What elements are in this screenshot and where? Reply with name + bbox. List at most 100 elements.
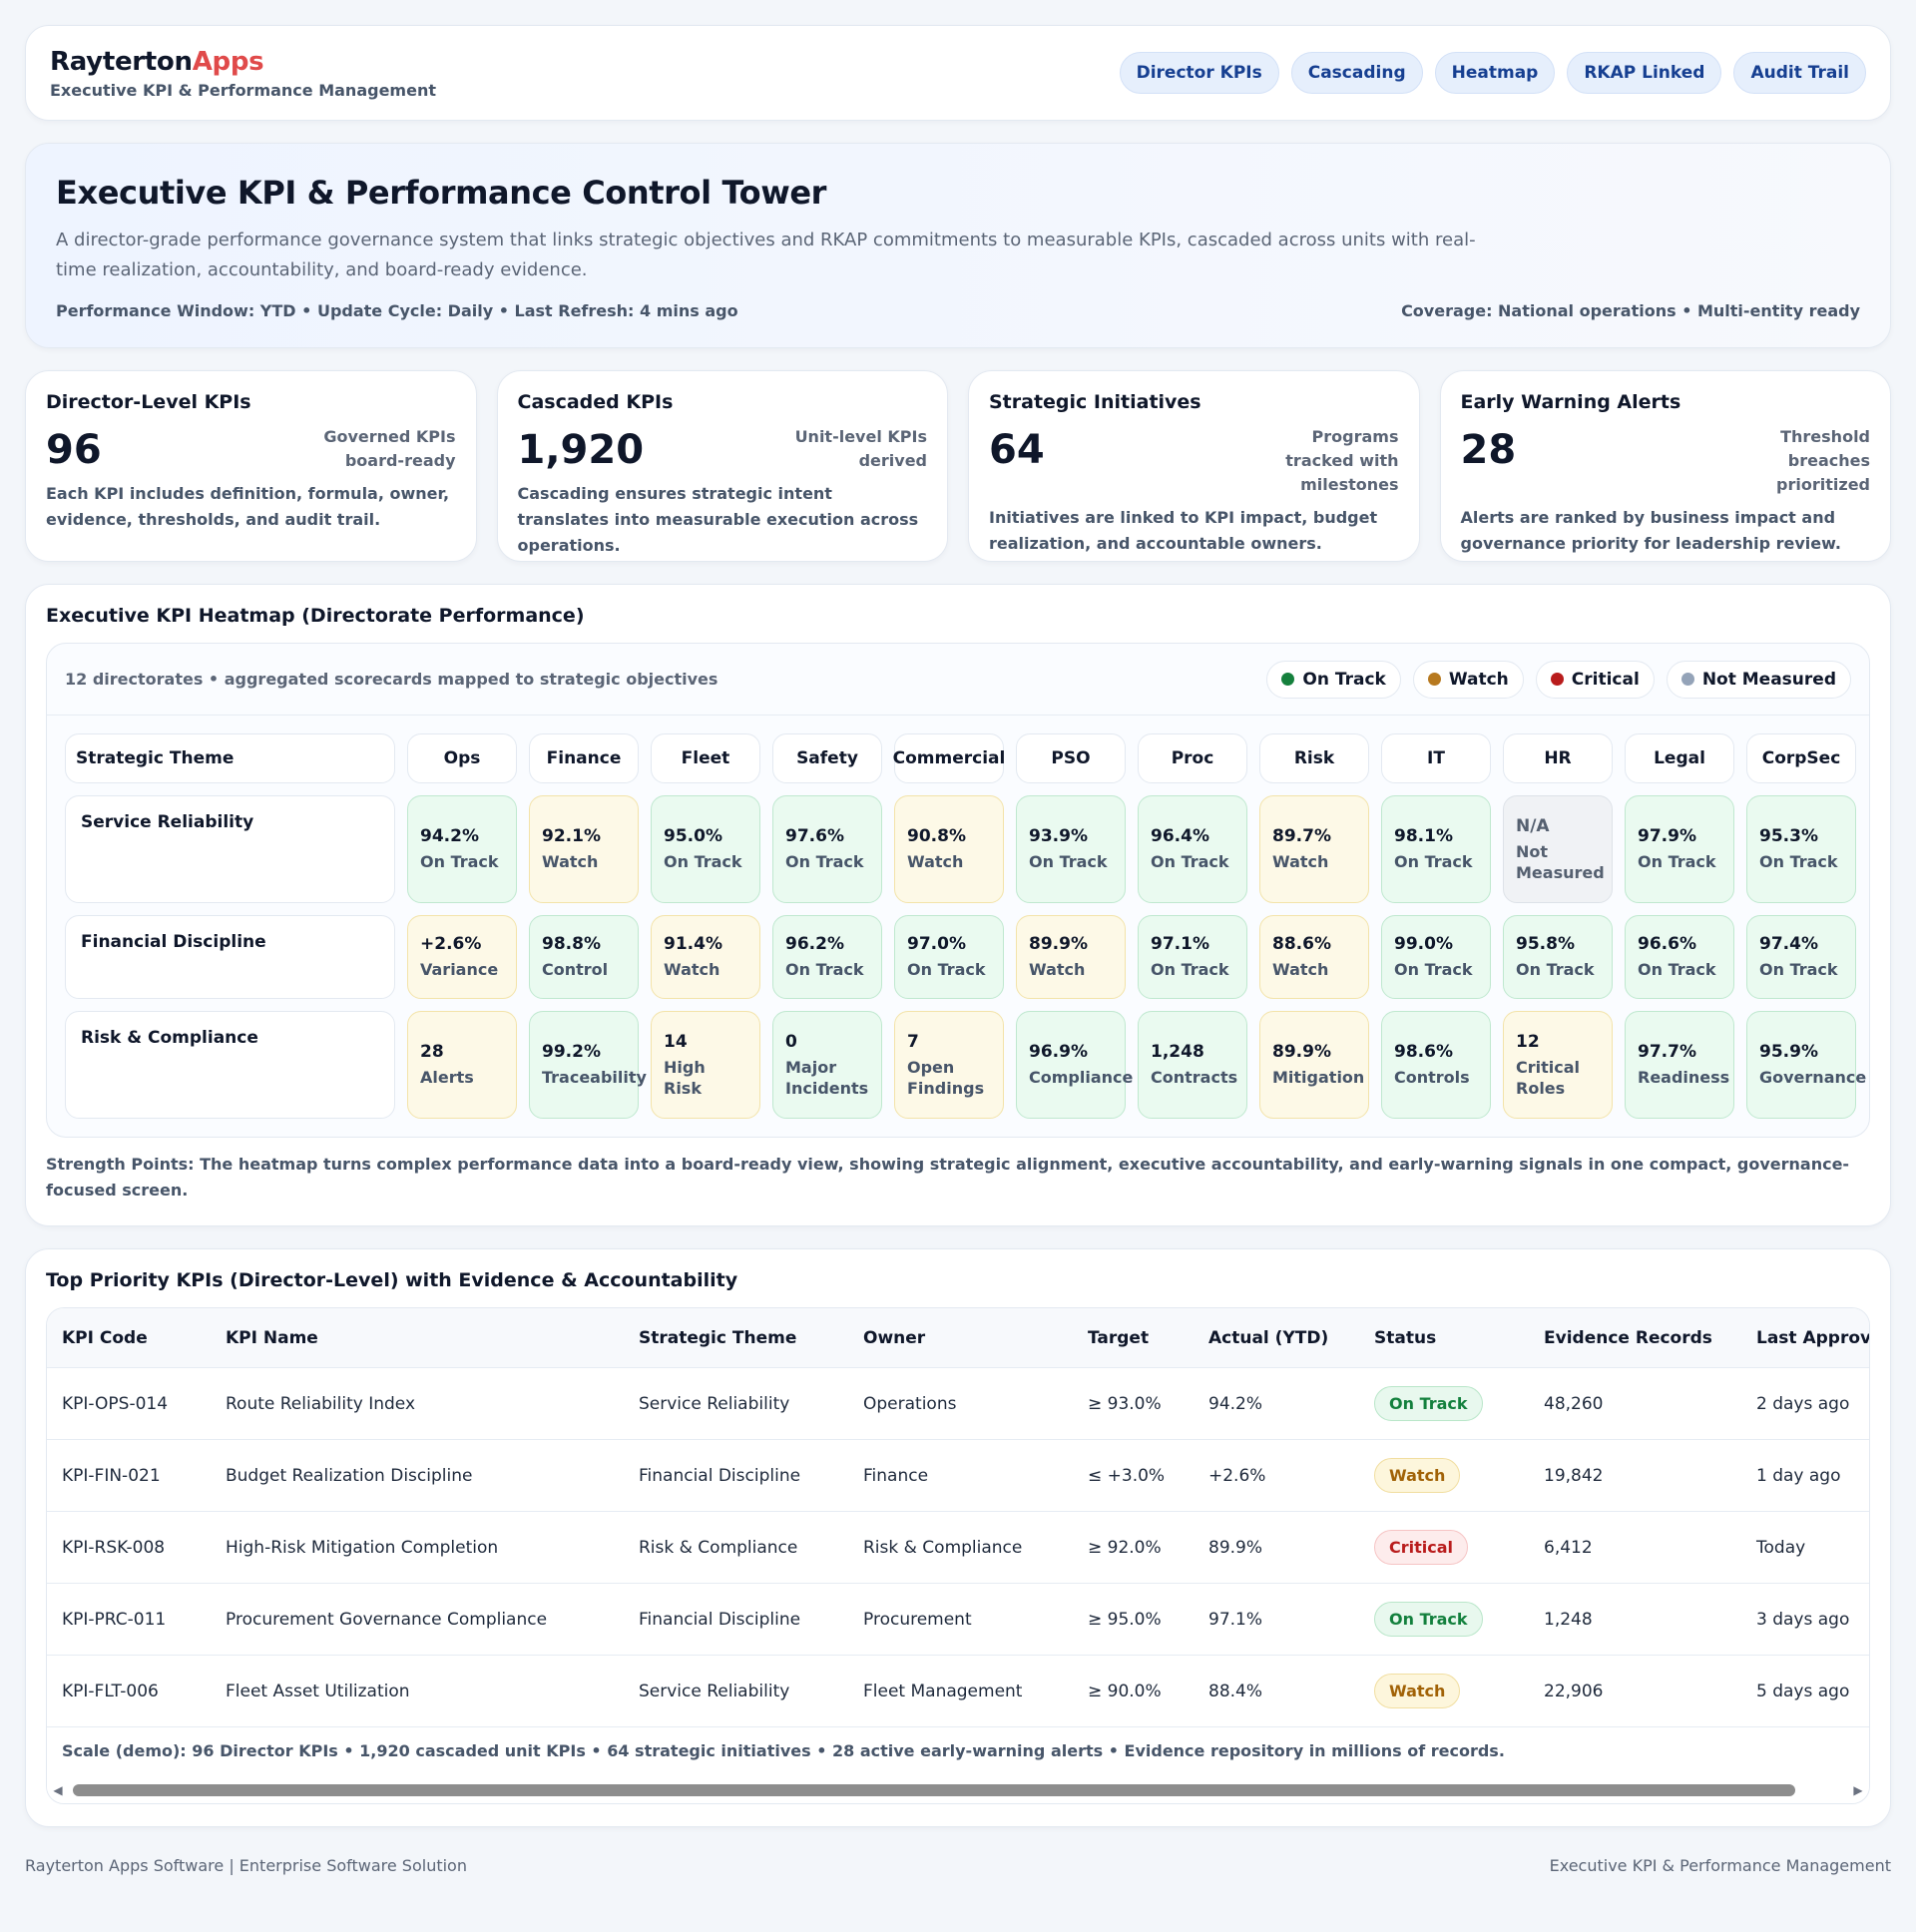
heatmap-cell[interactable]: 14 High Risk xyxy=(651,1011,760,1119)
column-header[interactable]: Target xyxy=(1088,1327,1150,1348)
heatmap-cell[interactable]: 96.4% On Track xyxy=(1138,795,1247,903)
heatmap-cell[interactable]: +2.6% Variance xyxy=(407,915,517,999)
table-row[interactable]: KPI-PRC-011 Procurement Governance Compli… xyxy=(47,1584,1869,1656)
heatmap-cell[interactable]: 99.2% Traceability xyxy=(529,1011,647,1119)
heatmap-cell[interactable]: 99.0% On Track xyxy=(1381,915,1491,999)
heatmap-cell[interactable]: 90.8% Watch xyxy=(894,795,1004,903)
legend-not-measured[interactable]: Not Measured xyxy=(1666,660,1851,699)
cell-value: 97.9% xyxy=(1638,826,1696,846)
cell-actual: 94.2% xyxy=(1208,1393,1263,1414)
cell-status: Watch xyxy=(907,852,964,871)
cell-value: 1,248 xyxy=(1151,1042,1204,1062)
column-header-legal[interactable]: Legal xyxy=(1625,733,1734,783)
legend-watch[interactable]: Watch xyxy=(1412,660,1524,699)
column-header-ops[interactable]: Ops xyxy=(407,733,517,783)
stat-description: Cascading ensures strategic intent trans… xyxy=(517,484,919,555)
heatmap-cell[interactable]: 89.7% Watch xyxy=(1259,795,1369,903)
heatmap-cell[interactable]: 97.1% On Track xyxy=(1138,915,1247,999)
column-header[interactable]: Status xyxy=(1374,1327,1437,1348)
heatmap-cell[interactable]: 92.1% Watch xyxy=(529,795,639,903)
column-header[interactable]: Owner xyxy=(863,1327,926,1348)
column-header-pso[interactable]: PSO xyxy=(1016,733,1126,783)
heatmap-cell[interactable]: 98.6% Controls xyxy=(1381,1011,1491,1119)
cell-approval: 2 days ago xyxy=(1756,1393,1850,1414)
heatmap-cell[interactable]: 97.9% On Track xyxy=(1625,795,1734,903)
cell-status: On Track xyxy=(420,852,499,871)
column-header-risk[interactable]: Risk xyxy=(1259,733,1369,783)
column-header[interactable]: KPI Name xyxy=(226,1327,318,1348)
heatmap-cell[interactable]: 95.0% On Track xyxy=(651,795,760,903)
heatmap-cell[interactable]: 94.2% On Track xyxy=(407,795,517,903)
cell-name: Fleet Asset Utilization xyxy=(226,1681,410,1701)
heatmap-cell[interactable]: 96.2% On Track xyxy=(772,915,882,999)
heatmap-cell[interactable]: 93.9% On Track xyxy=(1016,795,1126,903)
nav-audit-trail[interactable]: Audit Trail xyxy=(1733,52,1866,94)
column-header-corpsec[interactable]: CorpSec xyxy=(1746,733,1856,783)
column-header[interactable]: Actual (YTD) xyxy=(1208,1327,1329,1348)
heatmap-cell[interactable]: 97.0% On Track xyxy=(894,915,1004,999)
scroll-right-icon[interactable]: ▶ xyxy=(1853,1783,1863,1797)
stat-label: Early Warning Alerts xyxy=(1460,391,1681,413)
column-header[interactable]: Evidence Records xyxy=(1544,1327,1712,1348)
heatmap-cell[interactable]: 97.6% On Track xyxy=(772,795,882,903)
cell-target: ≥ 95.0% xyxy=(1088,1609,1162,1630)
horizontal-scrollbar[interactable]: ◀ ▶ xyxy=(47,1777,1869,1803)
column-header-commercial[interactable]: Commercial xyxy=(893,733,1005,783)
column-header-safety[interactable]: Safety xyxy=(772,733,882,783)
heatmap-cell[interactable]: 28 Alerts xyxy=(407,1011,517,1119)
status-cell: Watch xyxy=(1359,1674,1529,1708)
table-row[interactable]: KPI-FLT-006 Fleet Asset Utilization Servic… xyxy=(47,1656,1869,1727)
stat-card-director-kpis: Director-Level KPIs 96 Governed KPIs boa… xyxy=(25,370,477,562)
nav-director-kpis[interactable]: Director KPIs xyxy=(1119,52,1279,94)
heatmap-cell[interactable]: 96.6% On Track xyxy=(1625,915,1734,999)
status-badge: On Track xyxy=(1374,1386,1483,1421)
heatmap-cell[interactable]: 97.4% On Track xyxy=(1746,915,1856,999)
cell-status: Contracts xyxy=(1151,1068,1238,1087)
stat-card-cascaded-kpis: Cascaded KPIs 1,920 Unit-level KPIs deri… xyxy=(496,370,948,562)
heatmap-cell[interactable]: 89.9% Mitigation xyxy=(1259,1011,1369,1119)
heatmap-cell[interactable]: 1,248 Contracts xyxy=(1138,1011,1247,1119)
heatmap-cell[interactable]: 96.9% Compliance xyxy=(1016,1011,1133,1119)
heatmap-cell[interactable]: 98.1% On Track xyxy=(1381,795,1491,903)
column-header[interactable]: KPI Code xyxy=(62,1327,148,1348)
heatmap-cell[interactable]: 89.9% Watch xyxy=(1016,915,1126,999)
column-header-fleet[interactable]: Fleet xyxy=(651,733,760,783)
heatmap-cell[interactable]: 7 Open Findings xyxy=(894,1011,1004,1119)
cell-code: KPI-FLT-006 xyxy=(62,1681,159,1701)
heatmap-cell[interactable]: 95.9% Governance xyxy=(1746,1011,1866,1119)
nav-cascading[interactable]: Cascading xyxy=(1290,52,1423,94)
table-row[interactable]: KPI-OPS-014 Route Reliability Index Servic… xyxy=(47,1368,1869,1440)
column-header[interactable]: Last Approval xyxy=(1756,1327,1870,1348)
heatmap-cell[interactable]: 88.6% Watch xyxy=(1259,915,1369,999)
heatmap-cell[interactable]: 12 Critical Roles xyxy=(1503,1011,1613,1119)
brand-logo[interactable]: RaytertonApps xyxy=(50,46,264,77)
column-header[interactable]: Strategic Theme xyxy=(639,1327,797,1348)
cell-name: Budget Realization Discipline xyxy=(226,1465,473,1486)
legend-on-track[interactable]: On Track xyxy=(1266,660,1401,699)
table-row[interactable]: KPI-FIN-021 Budget Realization Discipline… xyxy=(47,1440,1869,1512)
cell-status: On Track xyxy=(1029,852,1108,871)
heatmap-cell[interactable]: 98.8% Control xyxy=(529,915,639,999)
stat-card-early-warning-alerts: Early Warning Alerts 28 Threshold breach… xyxy=(1439,370,1891,562)
nav-heatmap[interactable]: Heatmap xyxy=(1434,52,1556,94)
scroll-thumb[interactable] xyxy=(73,1784,1795,1796)
cell-status: On Track xyxy=(1759,852,1838,871)
heatmap-cell[interactable]: 97.7% Readiness xyxy=(1625,1011,1734,1119)
scroll-track[interactable] xyxy=(69,1784,1847,1796)
nav-rkap-linked[interactable]: RKAP Linked xyxy=(1567,52,1722,94)
heatmap-cell[interactable]: 91.4% Watch xyxy=(651,915,760,999)
cell-value: 0 xyxy=(785,1032,797,1052)
column-header-hr[interactable]: HR xyxy=(1503,733,1613,783)
column-header-finance[interactable]: Finance xyxy=(529,733,639,783)
table-row[interactable]: KPI-RSK-008 High-Risk Mitigation Completi… xyxy=(47,1512,1869,1584)
cell-status: On Track xyxy=(664,852,742,871)
heatmap-cell[interactable]: 95.8% On Track xyxy=(1503,915,1613,999)
column-header-it[interactable]: IT xyxy=(1381,733,1491,783)
cell-status: Critical Roles xyxy=(1516,1058,1581,1098)
heatmap-cell[interactable]: N/A Not Measured xyxy=(1503,795,1613,903)
legend-critical[interactable]: Critical xyxy=(1535,660,1655,699)
column-header-proc[interactable]: Proc xyxy=(1138,733,1247,783)
heatmap-cell[interactable]: 0 Major Incidents xyxy=(772,1011,882,1119)
scroll-left-icon[interactable]: ◀ xyxy=(53,1783,63,1797)
heatmap-cell[interactable]: 95.3% On Track xyxy=(1746,795,1856,903)
